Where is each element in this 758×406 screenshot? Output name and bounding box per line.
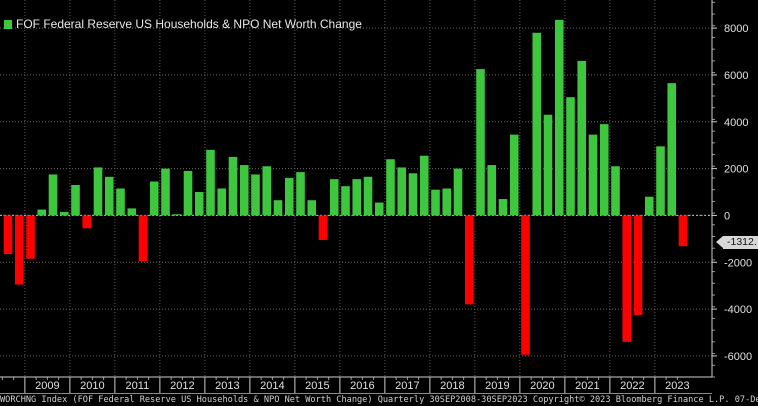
x-tick-label: 2017 — [395, 380, 419, 392]
bars — [3, 19, 688, 355]
bar — [487, 165, 497, 216]
y-tick-label: -2000 — [724, 257, 752, 269]
bar — [161, 168, 170, 216]
bar — [341, 186, 350, 216]
x-tick-label: 2020 — [530, 380, 554, 392]
bar — [37, 209, 47, 216]
bar — [217, 188, 227, 216]
bar — [138, 215, 148, 262]
bar — [633, 215, 643, 315]
bar — [599, 124, 609, 216]
bar — [273, 200, 283, 216]
x-tick-label: 2021 — [575, 380, 599, 392]
bar — [509, 134, 519, 216]
bar — [93, 167, 103, 216]
bar — [464, 215, 474, 305]
bar — [284, 177, 294, 216]
bar — [532, 32, 542, 216]
y-tick-label: 6000 — [724, 70, 748, 82]
x-tick-label: 2010 — [80, 380, 104, 392]
bar — [3, 215, 13, 255]
bar — [656, 146, 665, 216]
bar — [59, 211, 69, 216]
y-tick-label: -6000 — [724, 351, 752, 363]
bar — [116, 188, 125, 216]
last-value-tag: -1312. — [723, 236, 758, 249]
bar — [611, 166, 620, 216]
bar — [71, 184, 80, 216]
x-tick-label: 2009 — [35, 380, 59, 392]
legend-label: FOF Federal Reserve US Households & NPO … — [16, 17, 362, 31]
x-tick-label: 2022 — [620, 380, 644, 392]
bar — [363, 176, 373, 216]
bar — [374, 202, 384, 216]
bar — [26, 215, 35, 259]
bar — [577, 60, 587, 216]
y-tick-label: 4000 — [724, 117, 748, 129]
bar — [127, 208, 137, 216]
bar — [498, 199, 508, 216]
x-tick-label: 2023 — [665, 380, 689, 392]
bar — [352, 179, 362, 216]
chart-footer: WORCHNG Index (FOF Federal Reserve US Ho… — [0, 395, 758, 405]
bar — [644, 196, 654, 216]
bar — [206, 149, 215, 216]
legend: FOF Federal Reserve US Households & NPO … — [4, 17, 362, 31]
bar — [239, 165, 249, 216]
axes: -6000 -4000 -2000 0 2000 4000 6000 8000 2009 2010… — [0, 0, 752, 394]
bar — [408, 173, 418, 216]
bar — [307, 200, 317, 216]
bar — [104, 176, 114, 216]
bar — [228, 156, 238, 216]
bar — [397, 167, 407, 216]
bar — [554, 19, 564, 216]
y-tick-label: -4000 — [724, 304, 752, 316]
bar — [82, 215, 92, 229]
last-value-tag-pointer — [716, 236, 723, 248]
bar — [149, 181, 159, 216]
legend-swatch — [4, 19, 12, 29]
bar — [431, 189, 440, 216]
bar — [14, 215, 24, 285]
bar — [667, 83, 677, 216]
bar — [476, 69, 485, 216]
bar — [521, 215, 530, 355]
y-tick-label: 0 — [724, 210, 730, 222]
bar — [172, 214, 182, 216]
bar — [262, 166, 272, 216]
bar — [183, 170, 193, 216]
bar — [296, 172, 305, 216]
y-tick-label: 2000 — [724, 164, 748, 176]
bar — [588, 134, 598, 216]
bar — [194, 192, 204, 216]
bar — [442, 188, 452, 216]
x-tick-label: 2011 — [126, 380, 150, 392]
x-tick-label: 2019 — [485, 380, 509, 392]
bar — [386, 159, 395, 216]
x-tick-label: 2012 — [170, 380, 194, 392]
x-tick-label: 2013 — [215, 380, 239, 392]
bar — [251, 174, 260, 216]
bar — [329, 179, 339, 216]
x-tick-label: 2014 — [260, 380, 284, 392]
x-tick-label: 2015 — [305, 380, 329, 392]
bar — [48, 174, 58, 216]
bar — [318, 215, 328, 241]
bar — [543, 114, 553, 216]
bar — [419, 155, 429, 216]
bar — [678, 215, 688, 247]
bar — [566, 97, 575, 216]
x-tick-label: 2016 — [350, 380, 374, 392]
x-tick-label: 2018 — [440, 380, 464, 392]
bar — [453, 168, 463, 216]
y-tick-label: 8000 — [724, 23, 748, 35]
bar — [622, 215, 632, 342]
